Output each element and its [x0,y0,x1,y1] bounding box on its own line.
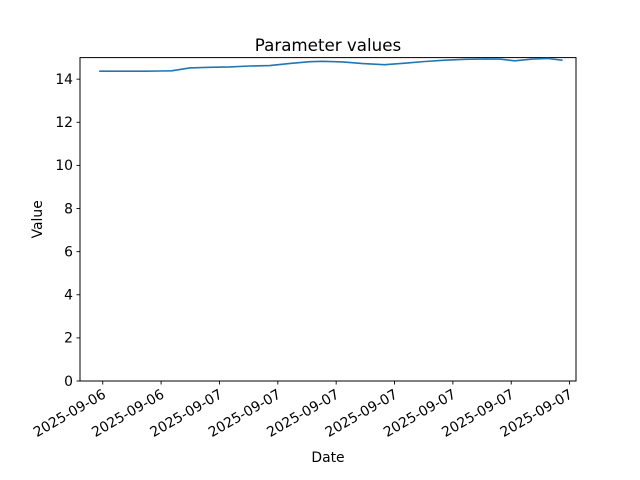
y-tick-label: 4 [64,288,73,304]
y-tick-label: 10 [55,158,73,174]
plot-area-border [79,57,577,382]
y-tick-label: 14 [55,72,73,88]
chart-title: Parameter values [255,35,401,55]
y-tick-label: 0 [64,374,73,390]
y-axis-ticks: 0 2 4 6 8 10 12 14 [55,72,80,390]
y-tick-label: 2 [64,331,73,347]
y-tick-label: 8 [64,201,73,217]
data-line [99,57,563,72]
y-tick-label: 12 [55,115,73,131]
x-axis-ticks: 2025-09-062025-09-062025-09-072025-09-07… [31,381,576,441]
y-axis-label: Value [30,200,46,238]
x-axis-label: Date [311,450,344,466]
y-tick-label: 6 [64,244,73,260]
